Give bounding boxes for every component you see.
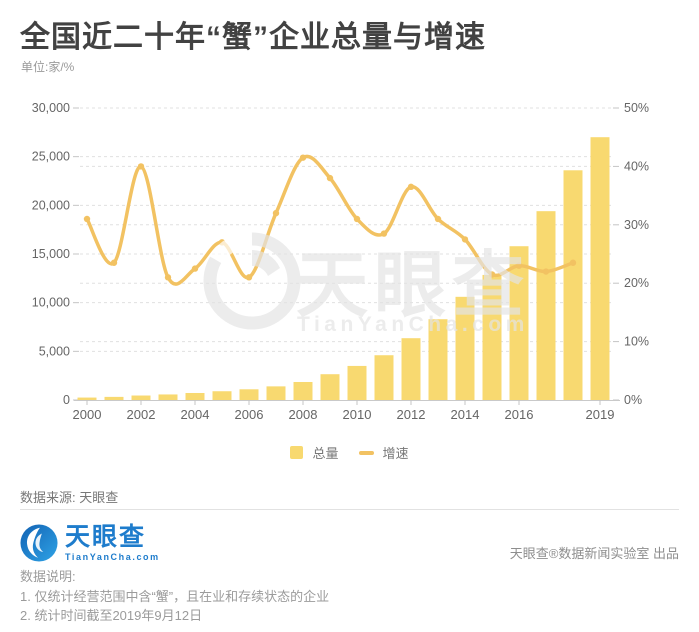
growth-point-2006 bbox=[245, 274, 253, 281]
bar-2006 bbox=[239, 389, 259, 400]
growth-point-2017 bbox=[542, 268, 550, 275]
legend-total-label: 总量 bbox=[312, 446, 339, 461]
bar-2012 bbox=[401, 338, 421, 400]
bar-2013 bbox=[428, 319, 448, 400]
tianyancha-logo: 天眼查 TianYanCha.com bbox=[20, 524, 160, 562]
x-axis-label: 2000 bbox=[73, 407, 102, 422]
legend-growth-label: 增速 bbox=[382, 446, 409, 461]
right-axis-label: 40% bbox=[624, 159, 649, 173]
logo-cn-text: 天眼查 bbox=[65, 522, 147, 551]
unit-label: 单位:家/% bbox=[21, 60, 75, 74]
watermark-logo-swirl bbox=[252, 250, 280, 276]
bar-2018 bbox=[563, 170, 583, 400]
x-axis-label: 2008 bbox=[289, 407, 318, 422]
growth-point-2003 bbox=[164, 274, 172, 281]
watermark-logo-gap bbox=[209, 231, 253, 265]
growth-point-2018 bbox=[569, 259, 577, 266]
legend-item-growth: 增速 bbox=[358, 443, 409, 462]
logo-en-text: TianYanCha.com bbox=[65, 551, 160, 562]
bar-2009 bbox=[320, 374, 340, 400]
growth-point-2016 bbox=[515, 262, 523, 269]
credit-label: 天眼查®数据新闻实验室 出品 bbox=[509, 546, 679, 561]
legend-bar-swatch-icon bbox=[290, 446, 304, 459]
growth-point-2009 bbox=[326, 174, 334, 182]
growth-point-2012 bbox=[407, 183, 415, 191]
growth-point-2015 bbox=[488, 271, 496, 278]
bar-2010 bbox=[347, 365, 367, 400]
notes-heading: 数据说明: bbox=[20, 569, 76, 584]
footer-divider bbox=[20, 509, 679, 510]
x-axis-label: 2014 bbox=[451, 407, 480, 422]
x-axis-label: 2019 bbox=[586, 407, 615, 422]
left-axis-label: 25,000 bbox=[32, 150, 70, 164]
bar-2016 bbox=[509, 246, 529, 400]
page-title: 全国近二十年“蟹”企业总量与增速 bbox=[20, 21, 486, 54]
legend-line-swatch-icon bbox=[358, 450, 374, 455]
growth-point-2001 bbox=[110, 259, 118, 266]
growth-point-2010 bbox=[353, 215, 361, 223]
growth-point-2011 bbox=[380, 230, 388, 237]
legend-item-total: 总量 bbox=[290, 443, 339, 462]
notes-line-1: 1. 仅统计经营范围中含“蟹”，且在业和存续状态的企业 bbox=[20, 588, 330, 604]
left-axis-label: 5,000 bbox=[39, 344, 70, 358]
bar-2003 bbox=[158, 394, 178, 400]
right-axis-label: 30% bbox=[624, 218, 649, 232]
data-notes: 数据说明: 1. 仅统计经营范围中含“蟹”，且在业和存续状态的企业 2. 统计时… bbox=[20, 567, 329, 626]
data-source-label: 数据来源: 天眼查 bbox=[20, 490, 119, 505]
right-axis-label: 0% bbox=[624, 393, 642, 407]
bar-2008 bbox=[293, 381, 313, 400]
growth-point-2000 bbox=[83, 215, 91, 223]
bar-2015 bbox=[482, 274, 502, 400]
growth-point-2002 bbox=[137, 163, 145, 170]
right-axis-label: 20% bbox=[624, 276, 649, 290]
bar-2019 bbox=[590, 137, 610, 400]
bar-2014 bbox=[455, 296, 475, 400]
bar-2007 bbox=[266, 386, 286, 400]
x-axis-label: 2010 bbox=[343, 407, 372, 422]
bar-2011 bbox=[374, 355, 394, 400]
growth-point-2014 bbox=[461, 236, 469, 243]
bar-2000 bbox=[77, 397, 97, 400]
watermark-text: 天眼查 bbox=[296, 246, 530, 326]
bar-2002 bbox=[131, 395, 151, 400]
x-axis-label: 2002 bbox=[127, 407, 156, 422]
bar-2017 bbox=[536, 211, 556, 400]
tianyancha-logo-icon bbox=[20, 524, 58, 562]
bar-2001 bbox=[104, 396, 124, 400]
bar-2005 bbox=[212, 391, 232, 400]
growth-point-2008 bbox=[299, 154, 307, 161]
left-axis-label: 30,000 bbox=[32, 101, 70, 115]
right-axis-label: 50% bbox=[624, 101, 649, 115]
x-axis-label: 2004 bbox=[181, 407, 210, 422]
notes-line-2: 2. 统计时间截至2019年9月12日 bbox=[20, 608, 203, 623]
left-axis-label: 20,000 bbox=[32, 198, 70, 212]
watermark-subtext: TianYanCha.com bbox=[297, 313, 529, 336]
right-axis-label: 10% bbox=[624, 335, 649, 349]
bar-2004 bbox=[185, 392, 205, 400]
growth-point-2004 bbox=[191, 265, 199, 272]
crab-enterprise-chart: 0 5,000 10,000 15,000 20,000 25,000 30,000 0% 10… bbox=[32, 101, 649, 422]
left-axis-label: 10,000 bbox=[32, 296, 70, 310]
left-axis-label: 0 bbox=[63, 393, 70, 407]
x-axis-label: 2012 bbox=[397, 407, 426, 422]
growth-point-2007 bbox=[272, 209, 280, 217]
chart-legend: 总量 增速 bbox=[0, 443, 699, 462]
x-axis-label: 2006 bbox=[235, 407, 264, 422]
logo-text: 天眼查 TianYanCha.com bbox=[65, 522, 160, 562]
growth-point-2013 bbox=[434, 215, 442, 223]
x-axis-label: 2016 bbox=[505, 407, 534, 422]
left-axis-label: 15,000 bbox=[32, 247, 70, 261]
